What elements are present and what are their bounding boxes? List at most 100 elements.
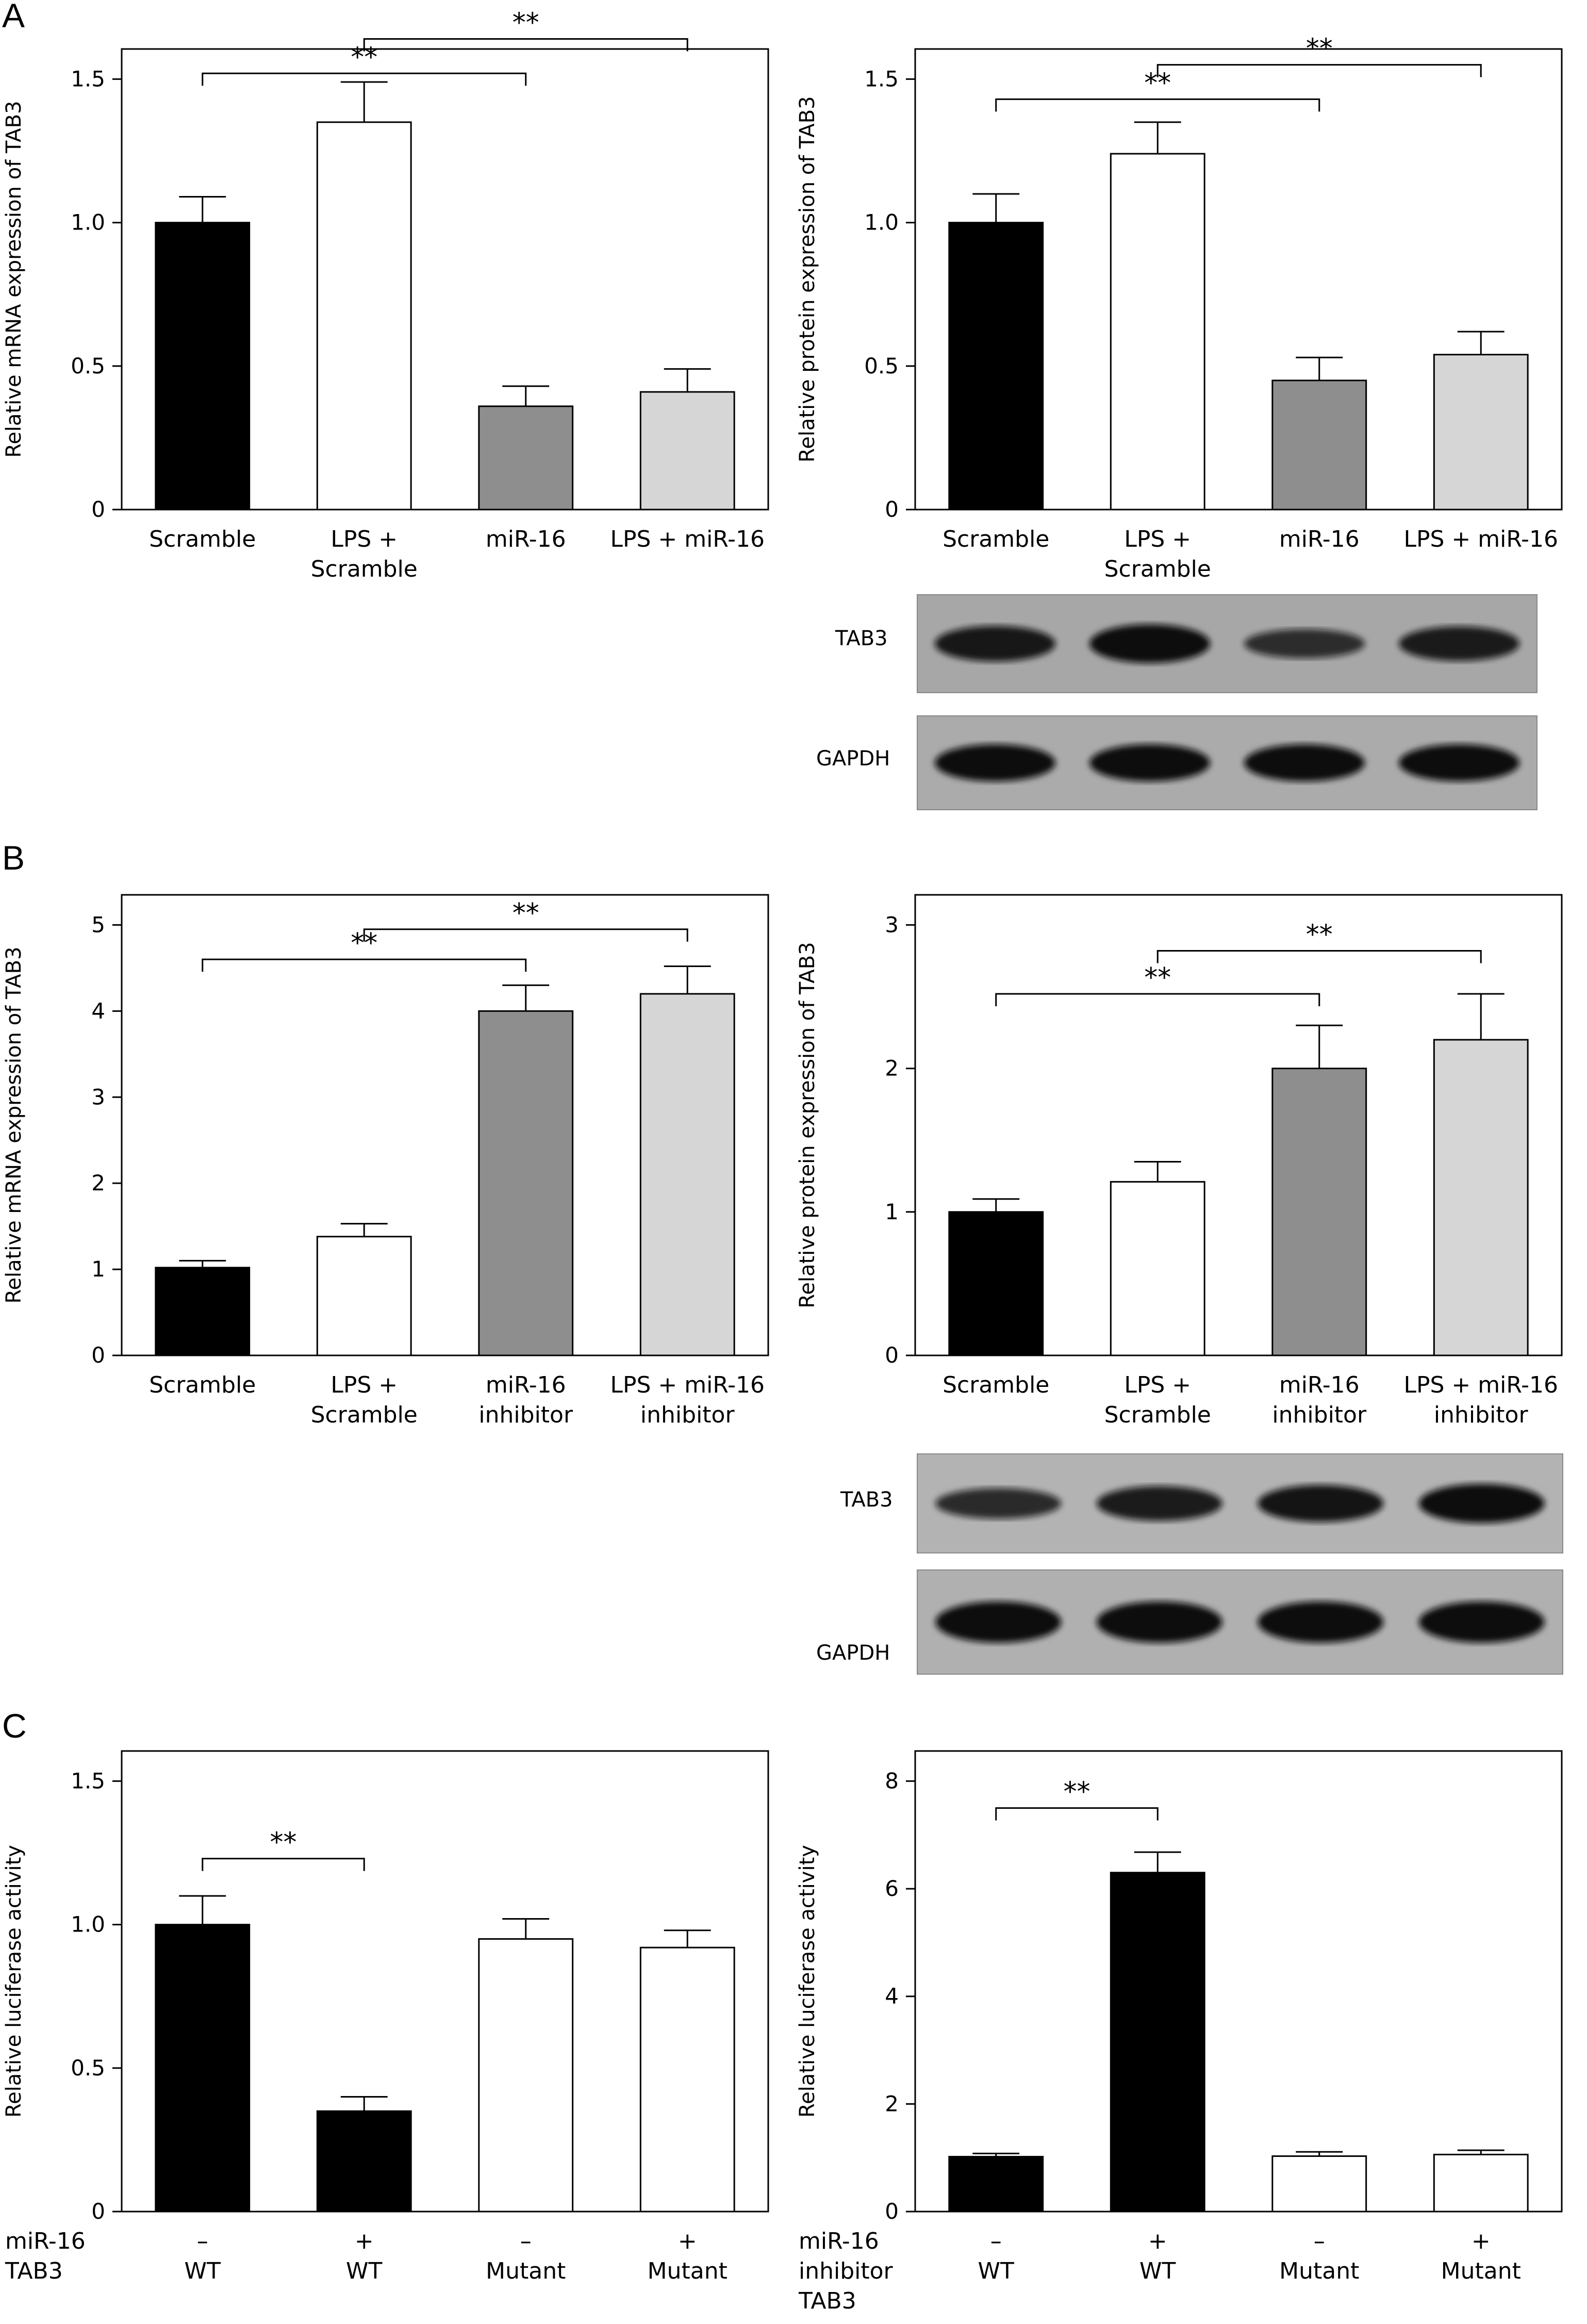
- category-label: Mutant: [1441, 2258, 1521, 2284]
- category-label: Scramble: [943, 526, 1049, 552]
- row-label: inhibitor: [799, 2258, 894, 2284]
- significance-bracket: [363, 38, 688, 52]
- y-tick-label: 0: [91, 497, 105, 522]
- category-label: Scramble: [1104, 556, 1211, 582]
- plot-frame: [121, 894, 769, 1356]
- category-label: LPS + miR-16: [1403, 1372, 1558, 1398]
- y-tick-label: 1.5: [864, 66, 899, 91]
- category-label: Mutant: [648, 2258, 728, 2284]
- category-label: LPS +: [1124, 1372, 1191, 1398]
- significance-label: **: [1064, 1777, 1090, 1808]
- significance-bracket: [995, 98, 1320, 112]
- y-tick-label: 6: [885, 1876, 899, 1901]
- y-tick-label: 1.5: [71, 66, 105, 91]
- y-axis-label: Relative protein expression of TAB3: [796, 942, 819, 1308]
- blot-band: [1089, 624, 1210, 663]
- y-tick-label: 0: [91, 2199, 105, 2224]
- y-axis-label: Relative mRNA expression of TAB3: [2, 946, 26, 1303]
- blot-b-gapdh-label: GAPDH: [816, 1641, 890, 1665]
- y-tick-label: 2: [885, 1056, 899, 1081]
- significance-bracket: [202, 72, 527, 86]
- significance-label: **: [1144, 962, 1171, 993]
- bar: [478, 1010, 574, 1356]
- y-tick-label: 8: [885, 1768, 899, 1793]
- significance-label: **: [1306, 34, 1333, 64]
- bar: [155, 1924, 251, 2213]
- y-tick-label: 5: [91, 912, 105, 937]
- blot-bands: [935, 624, 1519, 663]
- category-label: Scramble: [1104, 1402, 1211, 1428]
- y-tick-label: 1.0: [864, 210, 899, 235]
- category-label: Mutant: [486, 2258, 566, 2284]
- bar: [639, 391, 735, 511]
- y-tick-label: 0.5: [864, 353, 899, 379]
- blot-band: [935, 626, 1055, 662]
- bar: [478, 1938, 574, 2213]
- significance-bracket: [202, 958, 527, 972]
- category-label: +: [355, 2228, 374, 2254]
- blot-band: [935, 1488, 1062, 1519]
- category-label: +: [1148, 2228, 1167, 2254]
- bar: [316, 121, 412, 511]
- category-label: LPS +: [330, 526, 398, 552]
- category-label: WT: [978, 2258, 1015, 2284]
- y-tick-label: 3: [91, 1084, 105, 1109]
- blot-b-tab3-label: TAB3: [840, 1488, 893, 1512]
- chart-a-protein: Relative protein expression of TAB3 0 0.5 1…: [796, 34, 1563, 582]
- bar: [155, 1267, 251, 1356]
- category-label: LPS + miR-16: [610, 526, 765, 552]
- chart-b-protein: Relative protein expression of TAB3 0 1 2 3 S…: [796, 894, 1563, 1428]
- bar: [478, 405, 574, 511]
- blot-band: [1096, 1486, 1222, 1521]
- y-tick-label: 2: [885, 2091, 899, 2116]
- bar: [316, 1236, 412, 1356]
- y-tick-label: 1.5: [71, 1768, 105, 1793]
- significance-bracket: [1156, 950, 1482, 963]
- category-label: WT: [185, 2258, 221, 2284]
- blot-band: [1258, 1485, 1384, 1522]
- chart-c-luciferase-mir16: Relative luciferase activity 0 0.5 1.0 1.5 – W…: [2, 1750, 769, 2284]
- panel-letter-b: B: [2, 839, 25, 877]
- bar: [1110, 1872, 1205, 2213]
- bar: [639, 1946, 735, 2213]
- y-tick-label: 0.5: [71, 2055, 105, 2081]
- bar: [1433, 2153, 1529, 2213]
- blot-bands: [935, 1484, 1545, 1523]
- category-label: +: [1472, 2228, 1491, 2254]
- category-label: inhibitor: [1434, 1402, 1529, 1428]
- y-axis-label: Relative protein expression of TAB3: [796, 96, 819, 462]
- significance-label: **: [1306, 919, 1333, 950]
- bar: [316, 2110, 412, 2213]
- blot-a-gapdh: [917, 715, 1538, 810]
- category-label: Mutant: [1279, 2258, 1359, 2284]
- row-label: TAB3: [5, 2258, 63, 2284]
- y-tick-label: 2: [91, 1170, 105, 1196]
- y-tick-label: 4: [91, 998, 105, 1023]
- category-label: miR-16: [486, 526, 566, 552]
- category-label: +: [678, 2228, 697, 2254]
- row-label: TAB3: [798, 2288, 856, 2314]
- bar: [948, 222, 1044, 511]
- category-label: miR-16: [486, 1372, 566, 1398]
- significance-label: **: [513, 8, 539, 39]
- blot-bands: [935, 744, 1519, 781]
- y-tick-label: 0: [885, 1343, 899, 1368]
- bar: [639, 993, 735, 1356]
- bar: [1433, 1039, 1529, 1356]
- y-tick-label: 1: [885, 1199, 899, 1224]
- y-tick-label: 0: [91, 1343, 105, 1368]
- category-label: Scramble: [149, 1372, 256, 1398]
- category-label: –: [1314, 2228, 1325, 2254]
- y-tick-label: 1.0: [71, 1912, 105, 1937]
- category-label: –: [197, 2228, 208, 2254]
- bar: [1110, 153, 1205, 511]
- chart-c-luciferase-inhibitor: Relative luciferase activity 0 2 4 6 8 – WT + WT –…: [796, 1750, 1563, 2314]
- row-label: miR-16: [5, 2228, 86, 2254]
- blot-band: [1399, 626, 1519, 661]
- blot-band: [935, 1601, 1062, 1643]
- bar: [155, 222, 251, 511]
- category-label: Scramble: [943, 1372, 1049, 1398]
- category-label: –: [520, 2228, 532, 2254]
- bar: [1271, 2155, 1367, 2213]
- category-label: Scramble: [149, 526, 256, 552]
